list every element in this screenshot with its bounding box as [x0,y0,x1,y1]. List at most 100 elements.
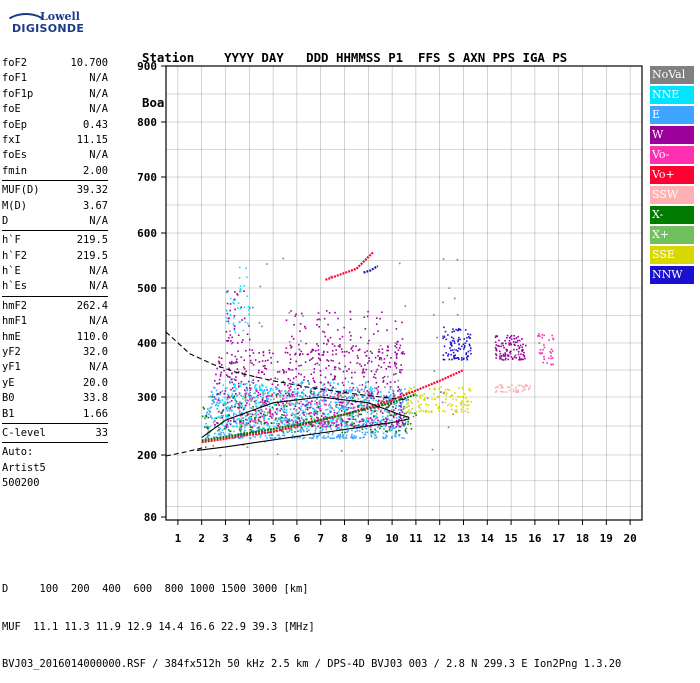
echo-point-w [506,349,509,351]
echo-point-sse [405,406,408,408]
echo-point-e [304,408,307,411]
header-label-3: DDD [306,50,336,65]
echo-point-nne [329,405,332,407]
echo-point-e [342,434,344,437]
echo-point-e [313,388,315,390]
echo-point-w [317,417,319,419]
echo-point-x [209,411,211,413]
echo-point-w [304,394,307,397]
echo-point-w [387,346,389,349]
echo-point-w [331,350,334,352]
echo-point-e [306,427,308,430]
echo-point-w [255,389,258,392]
logo-line1: Lowell [40,10,80,23]
echo-point-noval [436,336,438,339]
echo-point-e [330,388,333,391]
echo-point-ssw [517,384,520,387]
echo-point-e [300,416,303,419]
echo-point-nne [310,402,312,405]
echo-point-e [293,437,296,439]
echo-point-e [310,437,313,440]
echo-point-nne [301,380,304,383]
echo-point-w [515,357,518,359]
echo-point-e [218,402,220,405]
echo-point-w [236,368,239,370]
echo-point-w [508,337,511,339]
echo-point-w [514,344,516,347]
echo-point-e [342,437,345,439]
echo-point-sse [423,393,426,395]
echo-point-e [274,436,277,439]
echo-point-w [333,422,335,424]
echo-point-w [321,354,324,356]
echo-point-e [276,400,279,403]
echo-point-w [383,358,386,360]
echo-point-noval [456,258,459,261]
echo-point-e [226,393,229,396]
echo-point-w [233,315,236,317]
echo-point-w [259,393,262,396]
y-tick-label: 700 [137,171,157,184]
echo-point-w [232,418,235,420]
echo-point-ssw [494,387,497,389]
echo-point-x [269,431,271,434]
echo-point-w [377,364,380,367]
echo-point-w [372,395,375,398]
echo-point-x [203,426,206,428]
echo-point-nne [230,422,232,425]
echo-point-x [279,419,282,422]
echo-point-sse [415,411,417,414]
echo-point-w [338,404,341,406]
echo-point-w [376,368,379,371]
echo-point-vo [540,352,543,354]
echo-point-x [244,396,247,399]
echo-point-e [310,393,313,395]
echo-point-e [367,417,369,419]
echo-point-w [310,390,313,393]
echo-point-sse [442,410,444,412]
echo-point-w [317,352,320,355]
echo-point-e [388,426,390,428]
echo-point-e [319,405,322,407]
echo-point-w [379,317,381,320]
echo-point-w [513,356,516,358]
echo-point-nne [351,399,353,401]
echo-point-x [351,423,353,426]
echo-point-w [231,381,234,384]
echo-point-e [364,398,367,401]
x-tick-label: 12 [433,532,446,545]
echo-point-w [502,353,505,356]
echo-point-noval [383,423,386,426]
echo-point-x [257,419,260,421]
echo-point-nnw [449,341,452,344]
echo-point-nne [349,391,352,393]
echo-point-w [216,382,218,385]
echo-point-w [258,361,261,363]
echo-point-w [218,378,221,381]
echo-point-nne [267,391,270,394]
echo-point-nne [250,381,253,383]
echo-point-e [383,410,386,412]
echo-point-e [329,411,331,414]
echo-point-e [353,424,356,427]
echo-point-w [333,411,336,414]
echo-point-e [394,427,396,429]
echo-point-nne [222,402,225,405]
echo-point-nnw [459,348,462,351]
echo-point-e [206,434,209,437]
echo-point-w [399,402,402,404]
echo-point-w [394,365,397,367]
echo-point-e [404,424,406,426]
echo-point-x [250,431,253,433]
echo-point-e [345,404,348,406]
echo-point-sse [465,397,467,400]
echo-point-w [390,357,392,359]
echo-point-e [355,420,358,423]
echo-point-sse [447,404,449,407]
echo-point-e [252,408,254,410]
echo-point-e [210,390,213,393]
echo-point-e [283,406,285,409]
echo-point-w [218,356,220,359]
echo-point-nne [282,409,284,412]
echo-point-w [271,383,274,386]
